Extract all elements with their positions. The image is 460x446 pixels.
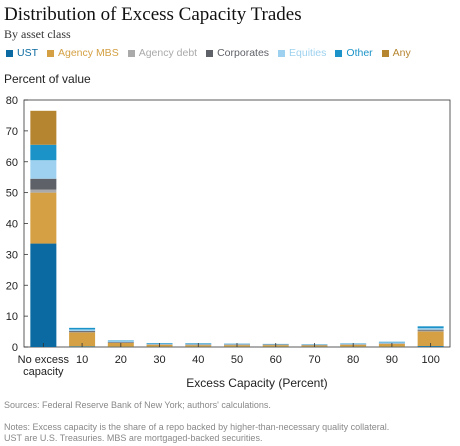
legend-item-other: Other — [335, 47, 373, 59]
x-tick-label: 100 — [421, 354, 439, 366]
x-tick-label: 10 — [76, 354, 88, 366]
x-tick-label: capacity — [23, 366, 64, 378]
legend-label: Corporates — [217, 47, 270, 59]
y-tick-label: 10 — [6, 311, 18, 323]
x-tick-label: No excess — [18, 354, 70, 366]
notes: Notes: Excess capacity is the share of a… — [4, 422, 389, 444]
bar-segment-equities — [30, 160, 57, 179]
bar-segment-equities — [378, 342, 405, 344]
chart-subtitle: By asset class — [4, 27, 71, 41]
y-tick-label: 30 — [6, 249, 18, 261]
x-tick-label: 60 — [270, 354, 282, 366]
legend-swatch — [47, 49, 54, 57]
legend-swatch — [278, 49, 286, 57]
bar-segment-corporates — [69, 330, 96, 332]
bar-segment-ust — [30, 243, 57, 347]
notes-line-2: UST are U.S. Treasuries. MBS are mortgag… — [4, 433, 263, 443]
bar-segment-agency-mbs — [417, 331, 444, 347]
legend-swatch — [127, 49, 135, 57]
x-axis-label: Excess Capacity (Percent) — [186, 376, 327, 390]
y-tick-label: 0 — [12, 342, 18, 354]
bar-segment-agency-debt — [69, 331, 96, 333]
x-tick-label: 40 — [192, 354, 204, 366]
legend-item-ust: UST — [6, 47, 38, 59]
legend-item-corporates: Corporates — [206, 47, 269, 59]
bar-segment-agency-debt — [417, 330, 444, 332]
bar-segment-agency-mbs — [30, 192, 57, 244]
legend-swatch — [381, 49, 389, 57]
source-note: Sources: Federal Reserve Bank of New Yor… — [4, 400, 271, 410]
bar-segment-corporates — [417, 329, 444, 331]
bar-segment-corporates — [30, 178, 57, 190]
legend-item-agency-mbs: Agency MBS — [47, 47, 119, 59]
bar-segment-agency-debt — [30, 189, 57, 193]
x-tick-label: 50 — [231, 354, 243, 366]
bar-segment-any — [30, 110, 57, 145]
chart-title: Distribution of Excess Capacity Trades — [4, 4, 302, 25]
legend-label: UST — [17, 47, 38, 59]
legend-item-equities: Equities — [278, 47, 326, 59]
y-tick-label: 80 — [6, 95, 18, 107]
legend-swatch — [335, 49, 343, 57]
legend-item-agency-debt: Agency debt — [127, 47, 198, 59]
legend-label: Agency MBS — [58, 47, 119, 59]
bar-segment-equities — [69, 329, 96, 331]
y-tick-label: 70 — [6, 126, 18, 138]
legend-swatch — [6, 49, 13, 57]
bar-segment-equities — [417, 328, 444, 330]
x-tick-label: 90 — [386, 354, 398, 366]
legend-item-any: Any — [381, 47, 411, 59]
x-tick-label: 70 — [308, 354, 320, 366]
y-tick-label: 40 — [6, 219, 18, 231]
x-tick-label: 20 — [115, 354, 127, 366]
bar-segment-other — [30, 144, 57, 161]
legend-swatch — [206, 49, 214, 57]
plot-frame — [23, 99, 451, 348]
legend-label: Agency debt — [138, 47, 198, 59]
y-tick-label: 20 — [6, 280, 18, 292]
legend-label: Any — [392, 47, 411, 59]
bar-segment-other — [107, 340, 134, 342]
legend: UST Agency MBS Agency debt Corporates Equiti… — [6, 47, 420, 59]
bar-segment-agency-mbs — [69, 332, 96, 347]
bar-segment-other — [417, 326, 444, 329]
bar-segment-other — [69, 327, 96, 330]
y-tick-label: 50 — [6, 188, 18, 200]
bar-segment-corporates — [107, 342, 134, 343]
bar-segment-equities — [107, 341, 134, 343]
bar-segment-other — [378, 341, 405, 343]
y-tick-label: 60 — [6, 157, 18, 169]
legend-label: Equities — [289, 47, 327, 59]
notes-line-1: Notes: Excess capacity is the share of a… — [4, 422, 390, 432]
x-tick-label: 30 — [153, 354, 165, 366]
legend-label: Other — [346, 47, 373, 59]
y-axis-label: Percent of value — [4, 72, 91, 86]
x-tick-label: 80 — [347, 354, 359, 366]
